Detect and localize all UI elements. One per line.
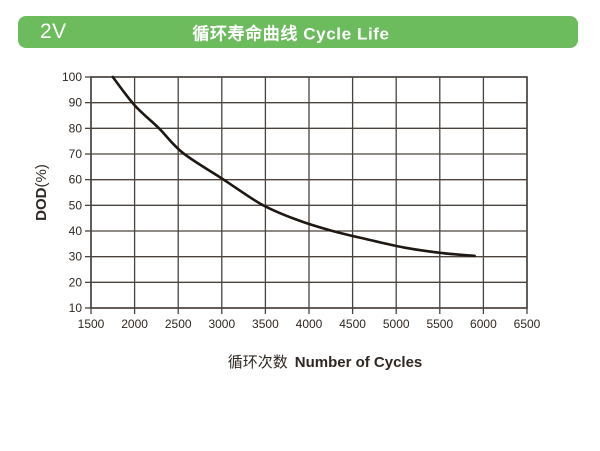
y-tick-label-30: 30 [69,250,83,264]
x-tick-label-4500: 4500 [339,317,366,331]
y-tick-label-100: 100 [62,70,82,84]
y-tick-label-20: 20 [69,275,83,289]
y-tick-label-70: 70 [69,147,83,161]
y-tick-label-80: 80 [69,121,83,135]
battery-voltage-label: 2V [40,20,67,43]
x-tick-label-2000: 2000 [121,317,148,331]
y-tick-label-60: 60 [69,173,83,187]
x-tick-label-5500: 5500 [426,317,453,331]
x-tick-label-6500: 6500 [514,317,541,331]
plot-border [90,76,528,309]
chart-title: 循环寿命曲线 Cycle Life [192,24,390,44]
x-axis-title: 循环次数 Number of Cycles [228,354,423,371]
y-tick-label-50: 50 [69,198,83,212]
x-tick-label-2500: 2500 [165,317,192,331]
x-tick-label-1500: 1500 [78,317,105,331]
x-tick-label-5000: 5000 [383,317,410,331]
y-tick-label-90: 90 [69,96,83,110]
x-tick-label-3000: 3000 [208,317,235,331]
cycle-life-curve [111,75,476,258]
y-tick-label-40: 40 [69,224,83,238]
x-tick-label-4000: 4000 [296,317,323,331]
y-axis-title: DOD(%) [33,164,50,221]
header-bar: 2V 循环寿命曲线 Cycle Life [18,16,578,48]
x-tick-label-3500: 3500 [252,317,279,331]
y-tick-label-10: 10 [69,301,83,315]
x-tick-label-6000: 6000 [470,317,497,331]
